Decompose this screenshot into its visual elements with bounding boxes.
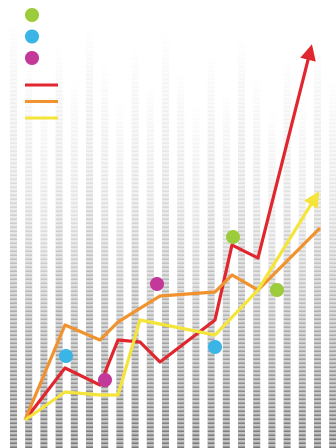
stripe-dash bbox=[116, 99, 124, 448]
stripe-dash bbox=[162, 30, 169, 448]
scatter-point bbox=[98, 373, 112, 387]
stripe-dash bbox=[146, 83, 154, 448]
stripe-dash bbox=[55, 41, 63, 448]
stripe-dash bbox=[283, 56, 291, 448]
legend-dot bbox=[25, 29, 39, 44]
legend-dot bbox=[25, 8, 39, 22]
stripe-dash bbox=[40, 94, 48, 448]
scatter-point bbox=[226, 230, 240, 244]
stripe-dash bbox=[253, 72, 261, 448]
stripe-dash bbox=[86, 25, 93, 448]
stripe-dash bbox=[70, 78, 78, 448]
legend-dot bbox=[25, 51, 39, 65]
stripe-dash bbox=[131, 46, 139, 448]
scatter-point bbox=[208, 340, 222, 354]
stripe-dash bbox=[329, 77, 336, 448]
line-series bbox=[24, 191, 320, 422]
stripe-dash bbox=[192, 104, 200, 448]
stripe-dash bbox=[10, 20, 17, 448]
background bbox=[10, 20, 336, 448]
stripe-dash bbox=[314, 40, 321, 448]
stripe-dash bbox=[268, 109, 276, 448]
scatter-point bbox=[150, 277, 164, 291]
scatter-point bbox=[59, 349, 73, 363]
line-series bbox=[23, 44, 316, 421]
stripe-dash bbox=[238, 35, 245, 448]
line-series bbox=[23, 226, 322, 421]
scatter-point bbox=[270, 283, 284, 297]
stripe-dash bbox=[25, 57, 33, 448]
stripe-dash bbox=[177, 67, 185, 448]
stripe-dash bbox=[101, 62, 109, 448]
stripe-dash bbox=[207, 51, 215, 448]
stripe-dash bbox=[298, 93, 306, 448]
